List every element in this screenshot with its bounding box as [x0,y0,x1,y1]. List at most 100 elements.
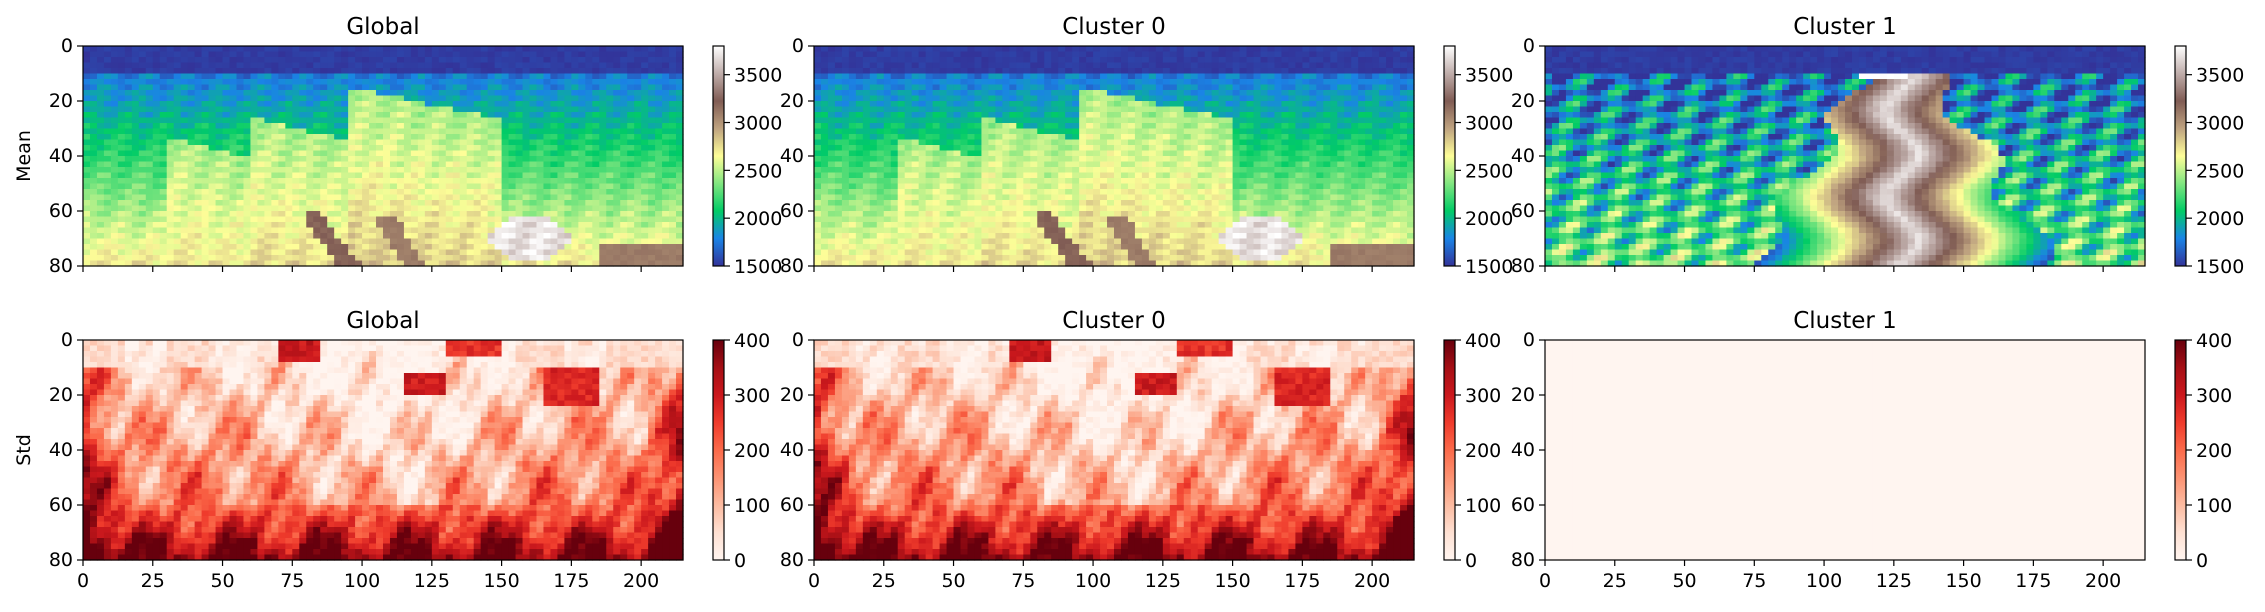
heatmap-cell [264,84,272,91]
heatmap-cell [1148,57,1157,64]
heatmap-cell [389,200,398,207]
heatmap-cell [383,216,391,223]
heatmap-cell [278,200,286,207]
heatmap-cell [215,183,224,190]
heatmap-cell [814,117,822,124]
heatmap-cell [1260,79,1269,86]
heatmap-cell [515,233,524,240]
heatmap-cell [960,112,969,119]
heatmap-cell [995,73,1003,80]
heatmap-cell [974,68,983,75]
heatmap-cell [117,57,126,64]
heatmap-cell [911,106,920,113]
heatmap-cell [438,73,447,80]
heatmap-cell [869,57,878,64]
heatmap-cell [271,101,279,108]
heatmap-cell [1330,95,1338,102]
heatmap-cell [145,95,154,102]
heatmap-cell [1127,51,1136,58]
heatmap-cell [229,68,238,75]
heatmap-cell [620,238,628,245]
heatmap-cell [1016,46,1024,53]
heatmap-cell [655,90,663,97]
heatmap-cell [487,249,496,256]
heatmap-cell [1107,84,1115,91]
heatmap-cell [904,79,913,86]
heatmap-cell [306,172,314,179]
heatmap-cell [403,249,412,256]
heatmap-cell [1365,123,1373,130]
heatmap-cell [215,117,224,124]
heatmap-cell [841,117,850,124]
heatmap-cell [459,150,468,157]
heatmap-cell [334,161,342,168]
heatmap-cell [431,134,440,141]
heatmap-cell [648,233,656,240]
heatmap-cell [564,90,572,97]
heatmap-cell [676,167,684,174]
heatmap-cell [445,117,454,124]
heatmap-cell [953,134,962,141]
heatmap-cell [606,205,614,212]
heatmap-cell [313,167,321,174]
heatmap-cell [592,233,600,240]
heatmap-cell [389,161,398,168]
heatmap-cell [452,200,461,207]
heatmap-cell [1141,46,1150,53]
heatmap-cell [1155,62,1164,69]
heatmap-cell [362,134,370,141]
heatmap-cell [536,205,545,212]
heatmap-cell [1037,79,1045,86]
heatmap-cell [327,123,335,130]
heatmap-cell [236,101,245,108]
heatmap-cell [236,233,245,240]
heatmap-cell [1058,112,1066,119]
heatmap-cell [669,134,677,141]
heatmap-cell [501,117,510,124]
heatmap-cell [1281,68,1290,75]
heatmap-cell [571,167,579,174]
heatmap-cell [445,156,454,163]
heatmap-cell [438,57,447,64]
heatmap-cell [883,51,892,58]
heatmap-cell [355,57,363,64]
heatmap-cell [145,139,154,146]
heatmap-cell [606,249,614,256]
heatmap-cell [508,106,517,113]
heatmap-cell [869,95,878,102]
heatmap-cell [445,260,454,267]
heatmap-cell [918,90,927,97]
heatmap-cell [960,62,969,69]
heatmap-cell [571,238,579,245]
heatmap-cell [1232,57,1241,64]
heatmap-cell [1037,68,1045,75]
heatmap-cell [466,194,475,201]
heatmap-cell [103,150,112,157]
heatmap-cell [1393,95,1401,102]
heatmap-cell [613,62,621,69]
heatmap-cell [313,233,321,240]
heatmap-cell [578,112,586,119]
heatmap-cell [257,128,265,135]
heatmap-cell [1030,90,1038,97]
heatmap-cell [1316,73,1324,80]
heatmap-cell [131,46,140,53]
heatmap-cell [229,156,238,163]
heatmap-cell [215,178,224,185]
heatmap-cell [410,227,419,234]
heatmap-cell [452,260,461,267]
heatmap-cell [285,123,293,130]
heatmap-cell [278,161,286,168]
heatmap-cell [1379,79,1387,86]
heatmap-cell [201,90,210,97]
heatmap-cell [173,211,182,218]
heatmap-cell [410,106,419,113]
heatmap-cell [459,139,468,146]
heatmap-cell [946,68,955,75]
heatmap-cell [988,57,996,64]
colorbar-tick-label: 2500 [734,160,782,182]
heatmap-cell [536,227,545,234]
heatmap-cell [876,73,885,80]
heatmap-cell [83,145,91,152]
heatmap-cell [299,227,307,234]
